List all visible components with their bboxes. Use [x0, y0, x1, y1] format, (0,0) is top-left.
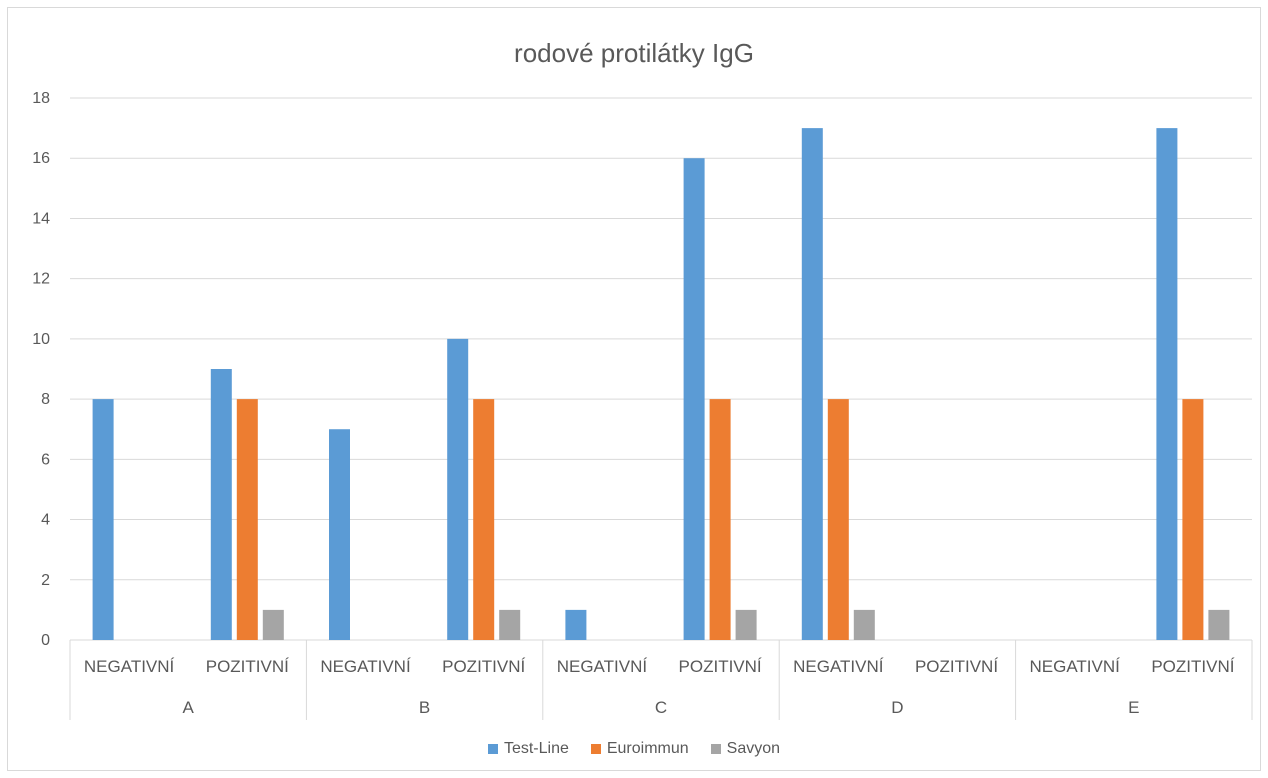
y-tick-label: 10 — [32, 331, 50, 348]
legend-swatch — [487, 744, 498, 754]
chart-title: rodové protilátky IgG — [514, 38, 754, 68]
bar-test-line — [447, 338, 469, 640]
bar-savyon — [735, 609, 757, 640]
bar-test-line — [1156, 128, 1178, 640]
bar-euroimmun — [473, 399, 495, 640]
bar-test-line — [210, 369, 232, 640]
x-subcategory-label: POZITIVNÍ — [206, 657, 289, 676]
x-group-label: A — [183, 698, 195, 717]
x-subcategory-label: NEGATIVNÍ — [84, 657, 175, 676]
x-group-label: B — [419, 698, 430, 717]
x-group-label: D — [891, 698, 903, 717]
bar-savyon — [1208, 609, 1230, 640]
y-tick-label: 12 — [32, 271, 50, 288]
x-subcategory-label: POZITIVNÍ — [679, 657, 762, 676]
bar-savyon — [262, 609, 284, 640]
legend-label: Test-Line — [503, 740, 569, 757]
x-subcategory-label: POZITIVNÍ — [442, 657, 525, 676]
x-group-label: E — [1128, 698, 1139, 717]
x-group-label: C — [655, 698, 667, 717]
bar-euroimmun — [709, 399, 731, 640]
bar-test-line — [683, 158, 705, 640]
y-tick-label: 14 — [32, 210, 50, 227]
x-subcategory-label: NEGATIVNÍ — [557, 657, 648, 676]
y-tick-label: 16 — [32, 150, 50, 167]
y-tick-label: 0 — [41, 632, 50, 649]
bar-euroimmun — [827, 399, 849, 640]
bar-test-line — [329, 429, 350, 640]
legend-swatch — [590, 744, 601, 754]
legend-label: Euroimmun — [606, 740, 689, 757]
bar-test-line — [565, 609, 587, 640]
legend-label: Savyon — [726, 740, 781, 757]
x-subcategory-label: POZITIVNÍ — [915, 657, 998, 676]
bar-test-line — [801, 128, 823, 640]
bar-euroimmun — [1182, 399, 1204, 640]
legend-item: Euroimmun — [590, 740, 689, 758]
bar-test-line — [92, 399, 114, 640]
bar-savyon — [853, 609, 875, 640]
x-subcategory-label: NEGATIVNÍ — [1030, 657, 1121, 676]
chart-legend: Test-Line Euroimmun Savyon — [0, 740, 1268, 758]
legend-item: Test-Line — [487, 740, 569, 758]
x-subcategory-label: POZITIVNÍ — [1151, 657, 1234, 676]
x-subcategory-label: NEGATIVNÍ — [320, 657, 411, 676]
bar-savyon — [499, 609, 521, 640]
legend-swatch — [710, 744, 721, 754]
x-subcategory-label: NEGATIVNÍ — [793, 657, 884, 676]
y-tick-label: 8 — [41, 391, 50, 408]
legend-item: Savyon — [710, 740, 781, 758]
y-tick-label: 6 — [41, 451, 50, 468]
bar-euroimmun — [236, 399, 258, 640]
y-tick-label: 2 — [41, 572, 50, 589]
y-tick-label: 4 — [41, 512, 50, 529]
y-tick-label: 18 — [32, 90, 50, 107]
